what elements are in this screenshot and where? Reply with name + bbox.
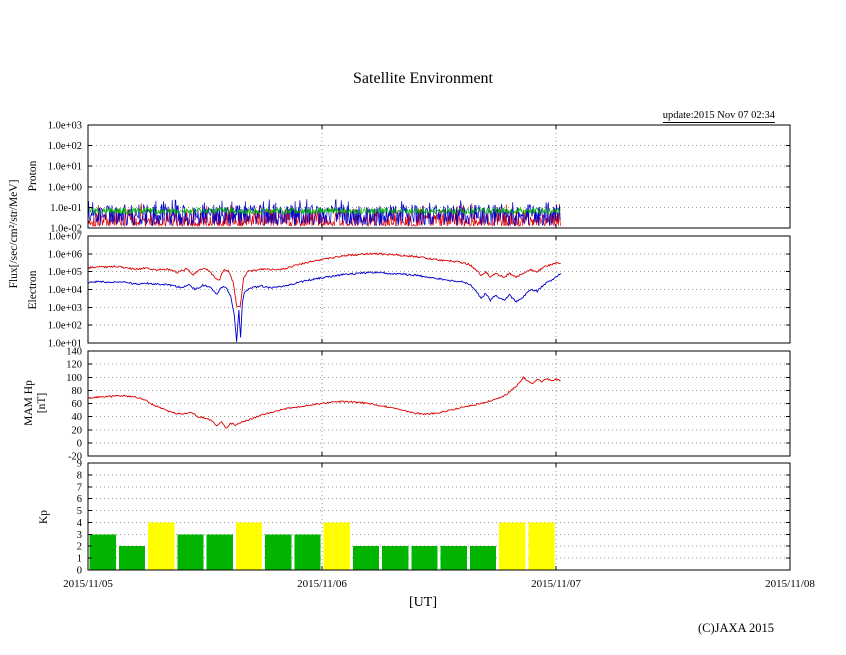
- kp-bar: [323, 522, 350, 570]
- mam-hp-ytick-label: 100: [66, 373, 82, 384]
- kp-bar: [294, 534, 321, 570]
- electron-flux-ytick-label: 1.0e+01: [48, 339, 82, 350]
- proton-channel-blue-series: [87, 199, 561, 227]
- kp-bar: [469, 546, 497, 570]
- proton-axis-label: Proton: [27, 160, 39, 192]
- kp-index-ytick-label: 3: [77, 530, 82, 541]
- electron-flux-ytick-label: 1.0e+07: [48, 232, 82, 243]
- kp-bar: [148, 522, 175, 570]
- copyright-text: (C)JAXA 2015: [697, 621, 774, 635]
- kp-index-ytick-label: 8: [77, 470, 82, 481]
- kp-bar: [528, 522, 555, 570]
- mam-hp-ytick-label: 0: [77, 438, 82, 449]
- mam-hp-ytick-label: 140: [66, 347, 82, 358]
- panel-mam-hp: 140 120 100 80 60 40 20 0 -20: [66, 347, 791, 463]
- mam-hp-axis-label-line2: [nT]: [36, 392, 48, 414]
- electron-flux-ytick-label: 1.0e+05: [48, 267, 82, 278]
- mam-hp-ytick-label: 120: [66, 360, 82, 371]
- panel-electron-flux: 1.0e+07 1.0e+06 1.0e+05 1.0e+04 1.0e+03 1.0e+…: [48, 232, 791, 350]
- kp-index-ytick-label: 7: [77, 482, 82, 493]
- kp-bar: [499, 522, 526, 570]
- electron-high-energy-series: [87, 252, 561, 308]
- proton-flux-ytick-label: 1.0e+02: [48, 141, 82, 152]
- flux-axis-label: Flux[/sec/cm²/str/MeV]: [8, 179, 20, 289]
- kp-bar: [118, 546, 146, 570]
- mam-hp-ytick-label: 60: [72, 399, 83, 410]
- kp-bar: [89, 534, 116, 570]
- electron-flux-ytick-label: 1.0e+03: [48, 303, 82, 314]
- x-axis-title: [UT]: [409, 595, 437, 610]
- mam-hp-ytick-label: -20: [68, 452, 82, 463]
- xtick-date-label: 2015/11/06: [297, 578, 347, 590]
- kp-bar: [440, 546, 467, 570]
- mam-hp-ytick-label: 40: [72, 412, 83, 423]
- electron-flux-ytick-label: 1.0e+04: [48, 285, 83, 296]
- proton-flux-ytick-label: 1.0e-01: [50, 203, 82, 214]
- xtick-date-label: 2015/11/05: [63, 578, 113, 590]
- mam-hp-axis-label-line1: MAM Hp: [23, 380, 35, 426]
- kp-index-ytick-label: 5: [77, 506, 82, 517]
- panel-proton-flux: 1.0e+03 1.0e+02 1.0e+01 1.0e+00 1.0e-01 1.0e-…: [48, 121, 791, 235]
- update-timestamp: update:2015 Nov 07 02:34: [662, 110, 775, 123]
- proton-flux-ytick-label: 1.0e+03: [48, 121, 82, 132]
- kp-bar: [235, 522, 263, 570]
- kp-bar: [352, 546, 380, 570]
- kp-index-ytick-label: 9: [77, 459, 82, 470]
- chart-title: Satellite Environment: [353, 70, 493, 87]
- kp-axis-label: Kp: [38, 509, 50, 525]
- mam-hp-axis-label: MAM Hp [nT]: [23, 380, 49, 426]
- kp-bar: [206, 534, 233, 570]
- kp-index-ytick-label: 6: [77, 494, 82, 505]
- electron-flux-ytick-label: 1.0e+02: [48, 321, 82, 332]
- kp-bar: [265, 534, 292, 570]
- kp-index-ytick-label: 4: [77, 518, 83, 529]
- electron-flux-ytick-label: 1.0e+06: [48, 249, 82, 260]
- kp-bar: [382, 546, 409, 570]
- proton-channel-green-series: [87, 206, 561, 216]
- electron-low-energy-series: [87, 271, 562, 342]
- xtick-date-label: 2015/11/08: [765, 578, 815, 590]
- electron-axis-label: Electron: [27, 270, 39, 310]
- proton-flux-ytick-label: 1.0e-02: [50, 224, 82, 235]
- proton-flux-ytick-label: 1.0e+01: [48, 162, 82, 173]
- proton-flux-ytick-label: 1.0e+00: [48, 182, 82, 193]
- kp-bar: [411, 546, 438, 570]
- kp-index-ytick-label: 0: [77, 566, 82, 577]
- kp-index-ytick-label: 2: [77, 542, 82, 553]
- kp-bar: [177, 534, 204, 570]
- mam-hp-ytick-label: 20: [72, 425, 83, 436]
- hp-magnetic-field-series: [87, 375, 561, 429]
- mam-hp-ytick-label: 80: [72, 386, 83, 397]
- kp-index-ytick-label: 1: [77, 554, 82, 565]
- xtick-date-label: 2015/11/07: [531, 578, 581, 590]
